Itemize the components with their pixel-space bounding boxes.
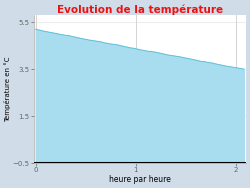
Y-axis label: Température en °C: Température en °C	[4, 57, 11, 122]
X-axis label: heure par heure: heure par heure	[109, 175, 171, 184]
Title: Evolution de la température: Evolution de la température	[57, 4, 223, 15]
